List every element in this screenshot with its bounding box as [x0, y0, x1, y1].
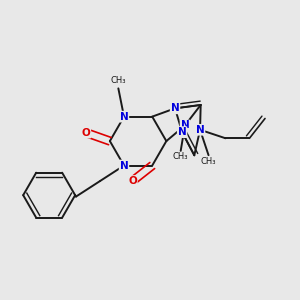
Text: N: N	[181, 121, 189, 130]
Text: CH₃: CH₃	[201, 157, 216, 166]
Text: N: N	[120, 112, 128, 122]
Text: N: N	[171, 103, 179, 113]
Text: O: O	[128, 176, 137, 186]
Text: O: O	[82, 128, 90, 138]
Text: CH₃: CH₃	[173, 152, 188, 161]
Text: N: N	[120, 160, 128, 170]
Text: N: N	[196, 125, 204, 135]
Text: N: N	[178, 127, 187, 137]
Text: CH₃: CH₃	[111, 76, 126, 85]
